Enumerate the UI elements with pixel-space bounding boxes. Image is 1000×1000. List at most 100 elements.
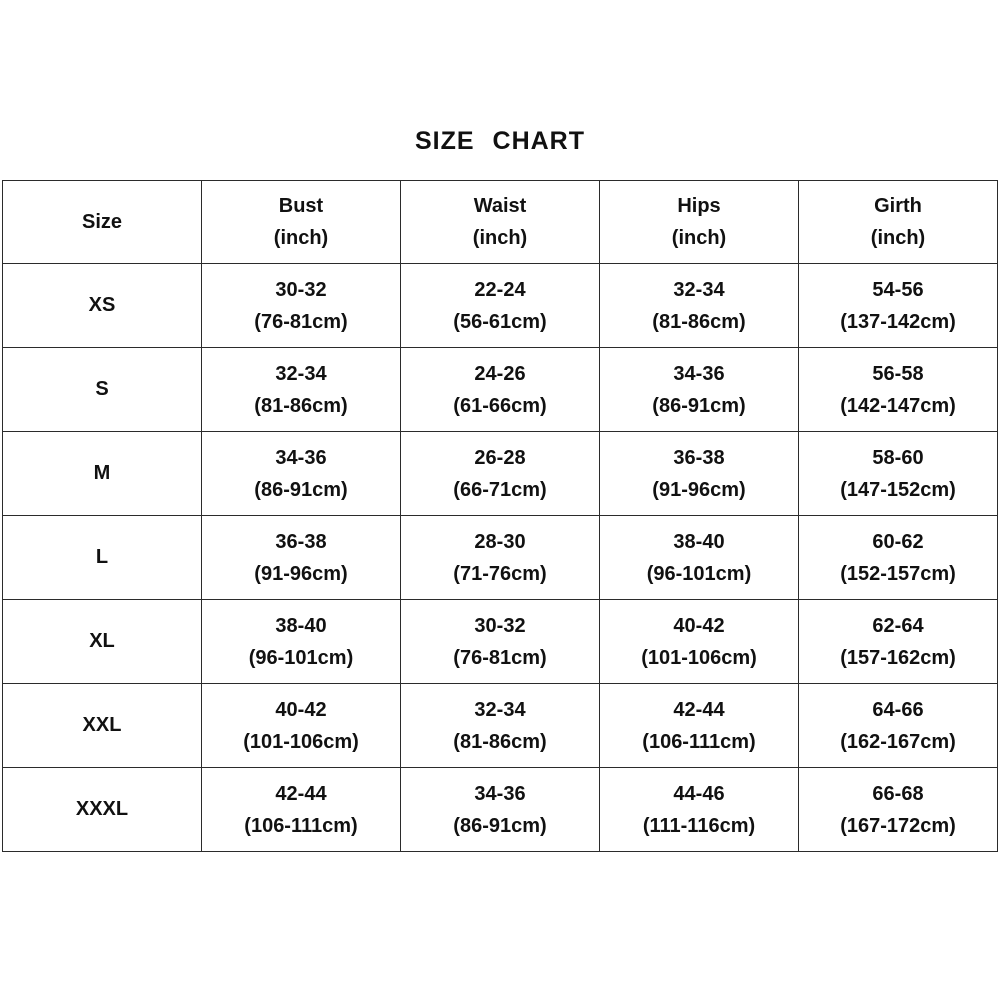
cm-value: (81-86cm) bbox=[254, 394, 348, 417]
cm-value: (86-91cm) bbox=[652, 394, 746, 417]
cm-value: (81-86cm) bbox=[453, 730, 547, 753]
inch-value: 42-44 bbox=[275, 782, 327, 805]
table-row-l: L 36-38 (91-96cm) 28-30 (71-76cm) 38-40 … bbox=[2, 515, 998, 600]
inch-value: 34-36 bbox=[673, 362, 725, 385]
measurement-cell: 34-36 (86-91cm) bbox=[201, 431, 401, 516]
inch-value: 34-36 bbox=[474, 782, 526, 805]
column-label: Girth bbox=[874, 195, 922, 217]
column-header-size: Size bbox=[2, 180, 202, 264]
measurement-cell: 24-26 (61-66cm) bbox=[400, 347, 600, 432]
inch-value: 30-32 bbox=[474, 614, 526, 637]
measurement-cell: 30-32 (76-81cm) bbox=[201, 263, 401, 348]
measurement-cell: 42-44 (106-111cm) bbox=[599, 683, 799, 768]
column-header-bust: Bust (inch) bbox=[201, 180, 401, 264]
measurement-cell: 34-36 (86-91cm) bbox=[599, 347, 799, 432]
cm-value: (101-106cm) bbox=[641, 646, 757, 669]
column-unit: (inch) bbox=[273, 227, 329, 249]
cm-value: (86-91cm) bbox=[254, 478, 348, 501]
cm-value: (91-96cm) bbox=[254, 562, 348, 585]
cm-value: (106-111cm) bbox=[642, 730, 756, 753]
measurement-cell: 40-42 (101-106cm) bbox=[599, 599, 799, 684]
inch-value: 38-40 bbox=[673, 530, 725, 553]
measurement-cell: 34-36 (86-91cm) bbox=[400, 767, 600, 852]
table-row-s: S 32-34 (81-86cm) 24-26 (61-66cm) 34-36 … bbox=[2, 347, 998, 432]
measurement-cell: 42-44 (106-111cm) bbox=[201, 767, 401, 852]
inch-value: 34-36 bbox=[275, 446, 327, 469]
page-title: SIZE CHART bbox=[415, 127, 585, 155]
column-unit: (inch) bbox=[472, 227, 528, 249]
column-unit: (inch) bbox=[671, 227, 727, 249]
cm-value: (96-101cm) bbox=[646, 562, 752, 585]
cm-value: (96-101cm) bbox=[248, 646, 354, 669]
cm-value: (56-61cm) bbox=[453, 310, 547, 333]
cm-value: (147-152cm) bbox=[840, 478, 956, 501]
cm-value: (66-71cm) bbox=[453, 478, 547, 501]
size-cell: XL bbox=[2, 599, 202, 684]
inch-value: 42-44 bbox=[673, 698, 725, 721]
measurement-cell: 32-34 (81-86cm) bbox=[400, 683, 600, 768]
cm-value: (152-157cm) bbox=[840, 562, 956, 585]
column-label: Size bbox=[81, 211, 123, 233]
inch-value: 58-60 bbox=[872, 446, 924, 469]
measurement-cell: 64-66 (162-167cm) bbox=[798, 683, 998, 768]
column-label: Bust bbox=[278, 195, 324, 217]
inch-value: 32-34 bbox=[275, 362, 327, 385]
size-cell: M bbox=[2, 431, 202, 516]
measurement-cell: 40-42 (101-106cm) bbox=[201, 683, 401, 768]
table-row-m: M 34-36 (86-91cm) 26-28 (66-71cm) 36-38 … bbox=[2, 431, 998, 516]
inch-value: 26-28 bbox=[474, 446, 526, 469]
cm-value: (76-81cm) bbox=[254, 310, 348, 333]
table-row-xl: XL 38-40 (96-101cm) 30-32 (76-81cm) 40-4… bbox=[2, 599, 998, 684]
column-header-girth: Girth (inch) bbox=[798, 180, 998, 264]
size-cell: XS bbox=[2, 263, 202, 348]
measurement-cell: 66-68 (167-172cm) bbox=[798, 767, 998, 852]
cm-value: (111-116cm) bbox=[642, 814, 756, 837]
table-row-xs: XS 30-32 (76-81cm) 22-24 (56-61cm) 32-34… bbox=[2, 263, 998, 348]
cm-value: (157-162cm) bbox=[840, 646, 956, 669]
cm-value: (101-106cm) bbox=[243, 730, 359, 753]
table-row-xxl: XXL 40-42 (101-106cm) 32-34 (81-86cm) 42… bbox=[2, 683, 998, 768]
inch-value: 32-34 bbox=[673, 278, 725, 301]
inch-value: 54-56 bbox=[872, 278, 924, 301]
measurement-cell: 62-64 (157-162cm) bbox=[798, 599, 998, 684]
inch-value: 56-58 bbox=[872, 362, 924, 385]
measurement-cell: 54-56 (137-142cm) bbox=[798, 263, 998, 348]
column-header-waist: Waist (inch) bbox=[400, 180, 600, 264]
inch-value: 30-32 bbox=[275, 278, 327, 301]
measurement-cell: 28-30 (71-76cm) bbox=[400, 515, 600, 600]
measurement-cell: 36-38 (91-96cm) bbox=[599, 431, 799, 516]
column-label: Waist bbox=[473, 195, 527, 217]
cm-value: (162-167cm) bbox=[840, 730, 956, 753]
cm-value: (71-76cm) bbox=[453, 562, 547, 585]
measurement-cell: 44-46 (111-116cm) bbox=[599, 767, 799, 852]
size-cell: L bbox=[2, 515, 202, 600]
measurement-cell: 32-34 (81-86cm) bbox=[201, 347, 401, 432]
inch-value: 36-38 bbox=[673, 446, 725, 469]
cm-value: (61-66cm) bbox=[453, 394, 547, 417]
cm-value: (81-86cm) bbox=[652, 310, 746, 333]
measurement-cell: 22-24 (56-61cm) bbox=[400, 263, 600, 348]
column-unit: (inch) bbox=[870, 227, 926, 249]
cm-value: (91-96cm) bbox=[652, 478, 746, 501]
measurement-cell: 36-38 (91-96cm) bbox=[201, 515, 401, 600]
measurement-cell: 60-62 (152-157cm) bbox=[798, 515, 998, 600]
measurement-cell: 56-58 (142-147cm) bbox=[798, 347, 998, 432]
column-header-hips: Hips (inch) bbox=[599, 180, 799, 264]
inch-value: 60-62 bbox=[872, 530, 924, 553]
inch-value: 62-64 bbox=[872, 614, 924, 637]
inch-value: 28-30 bbox=[474, 530, 526, 553]
size-chart-table: Size Bust (inch) Waist (inch) Hips (inch… bbox=[2, 180, 998, 852]
measurement-cell: 32-34 (81-86cm) bbox=[599, 263, 799, 348]
size-cell: S bbox=[2, 347, 202, 432]
cm-value: (76-81cm) bbox=[453, 646, 547, 669]
size-cell: XXXL bbox=[2, 767, 202, 852]
measurement-cell: 26-28 (66-71cm) bbox=[400, 431, 600, 516]
cm-value: (106-111cm) bbox=[244, 814, 358, 837]
inch-value: 32-34 bbox=[474, 698, 526, 721]
size-cell: XXL bbox=[2, 683, 202, 768]
inch-value: 44-46 bbox=[673, 782, 725, 805]
column-label: Hips bbox=[677, 195, 721, 217]
measurement-cell: 38-40 (96-101cm) bbox=[599, 515, 799, 600]
inch-value: 40-42 bbox=[673, 614, 725, 637]
